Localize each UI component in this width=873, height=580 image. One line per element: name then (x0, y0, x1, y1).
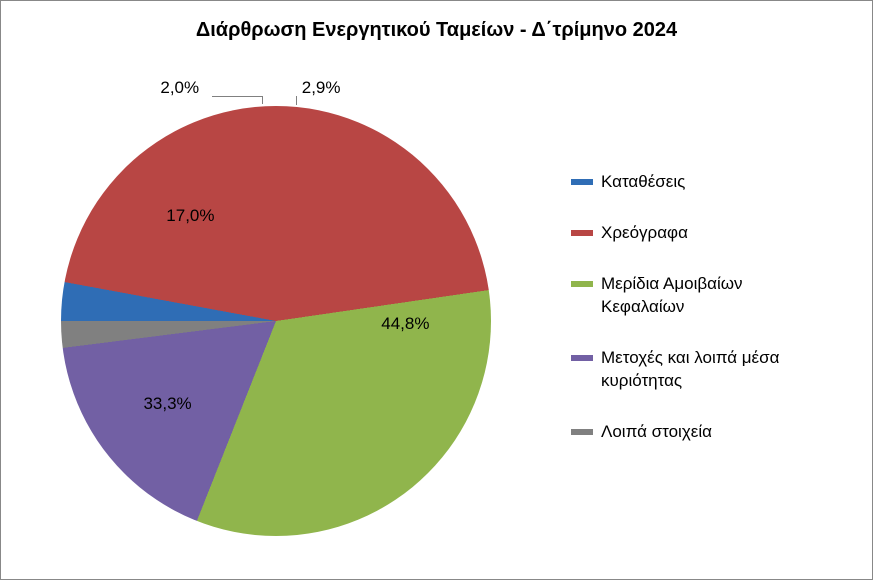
slice-label-deposits: 2,9% (302, 78, 341, 98)
legend-label: Καταθέσεις (601, 171, 685, 194)
legend-swatch (571, 230, 593, 236)
legend-swatch (571, 179, 593, 185)
legend-item-mutual-funds: Μερίδια Αμοιβαίων Κεφαλαίων (571, 273, 811, 319)
slice-label-mutual-funds: 33,3% (143, 394, 191, 414)
slice-label-other: 2,0% (160, 78, 199, 98)
chart-title: Διάρθρωση Ενεργητικού Ταμείων - Δ΄τρίμην… (1, 19, 872, 42)
leader-line (262, 96, 263, 104)
slice-label-equities: 17,0% (166, 206, 214, 226)
legend-swatch (571, 429, 593, 435)
legend-item-deposits: Καταθέσεις (571, 171, 811, 194)
legend-label: Χρεόγραφα (601, 222, 688, 245)
legend-label: Μετοχές και λοιπά μέσα κυριότητας (601, 347, 811, 393)
legend-item-equities: Μετοχές και λοιπά μέσα κυριότητας (571, 347, 811, 393)
legend-swatch (571, 355, 593, 361)
legend: Καταθέσεις Χρεόγραφα Μερίδια Αμοιβαίων Κ… (571, 171, 811, 472)
leader-line (212, 96, 262, 97)
legend-label: Λοιπά στοιχεία (601, 421, 712, 444)
chart-frame: Διάρθρωση Ενεργητικού Ταμείων - Δ΄τρίμην… (0, 0, 873, 580)
legend-swatch (571, 281, 593, 287)
slice-label-securities: 44,8% (381, 314, 429, 334)
leader-line (296, 96, 297, 105)
legend-item-other: Λοιπά στοιχεία (571, 421, 811, 444)
legend-item-securities: Χρεόγραφα (571, 222, 811, 245)
legend-label: Μερίδια Αμοιβαίων Κεφαλαίων (601, 273, 811, 319)
